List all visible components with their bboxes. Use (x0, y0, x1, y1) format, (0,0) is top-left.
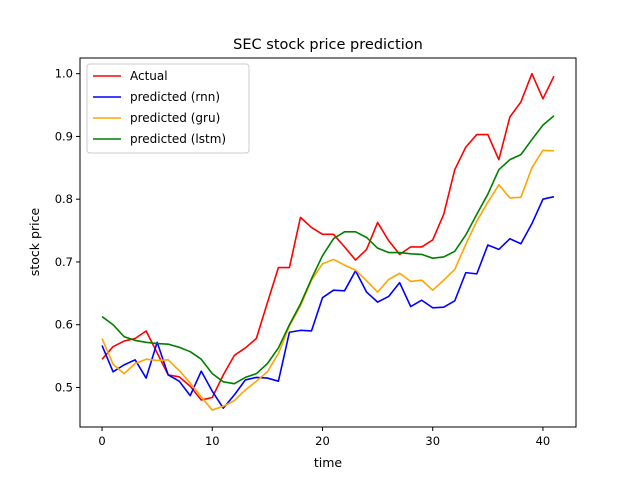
x-tick-label: 0 (98, 434, 105, 448)
chart-title: SEC stock price prediction (233, 37, 423, 53)
series-line-1 (101, 195, 555, 409)
y-tick-label: 0.9 (55, 129, 73, 143)
x-tick-label: 40 (536, 434, 551, 448)
y-tick-label: 0.8 (55, 192, 73, 206)
x-axis: 0 10 20 30 40 (98, 427, 550, 448)
y-tick-label: 0.5 (55, 380, 73, 394)
x-tick-label: 20 (315, 434, 330, 448)
legend: Actual predicted (rnn) predicted (gru) pred… (86, 63, 250, 154)
x-tick-label: 10 (205, 434, 220, 448)
series-line-0 (101, 72, 555, 401)
series-layer (101, 72, 555, 411)
legend-label-1: predicted (rnn) (130, 90, 220, 104)
y-tick-label: 0.6 (55, 318, 73, 332)
y-tick-label: 1.0 (55, 67, 73, 81)
y-tick-label: 0.7 (55, 255, 73, 269)
plot-area-frame (79, 57, 577, 428)
x-tick-label: 30 (425, 434, 440, 448)
legend-box (86, 63, 250, 154)
legend-label-2: predicted (gru) (130, 111, 220, 125)
y-axis-label: stock price (27, 208, 42, 277)
legend-label-3: predicted (lstm) (130, 132, 226, 146)
y-axis: 0.5 0.6 0.7 0.8 0.9 1.0 (55, 67, 80, 394)
legend-label-0: Actual (130, 69, 168, 83)
x-axis-label: time (314, 455, 343, 470)
series-line-3 (101, 115, 555, 385)
series-line-2 (101, 149, 555, 411)
